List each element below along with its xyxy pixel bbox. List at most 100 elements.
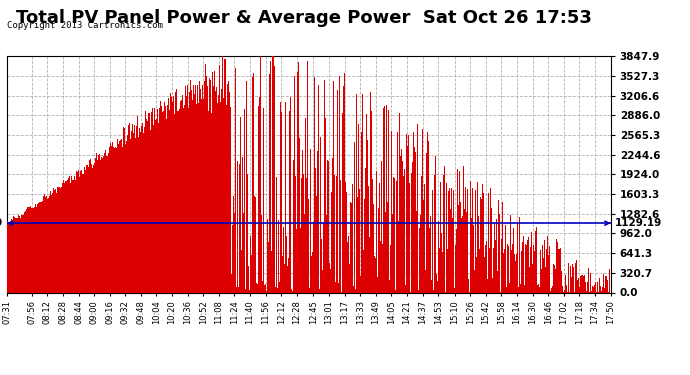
Bar (542, 245, 543, 292)
Bar (233, 196, 234, 292)
Bar (491, 208, 492, 292)
Bar (383, 108, 384, 292)
Bar (213, 91, 215, 292)
Bar (583, 276, 584, 292)
Bar (602, 287, 603, 292)
Bar (28, 207, 29, 292)
Bar (347, 242, 348, 292)
Bar (546, 236, 548, 292)
Bar (112, 142, 113, 292)
Bar (520, 246, 522, 292)
Bar (534, 251, 535, 292)
Bar (246, 174, 248, 292)
Bar (400, 156, 401, 292)
Bar (241, 157, 243, 292)
Bar (181, 100, 182, 292)
Bar (513, 254, 515, 292)
Bar (395, 290, 396, 292)
Bar (80, 171, 81, 292)
Bar (110, 144, 111, 292)
Bar (30, 206, 31, 292)
Bar (200, 88, 201, 292)
Bar (305, 118, 306, 292)
Bar (446, 183, 447, 292)
Bar (295, 176, 296, 292)
Bar (515, 254, 517, 292)
Bar (526, 245, 527, 292)
Bar (344, 73, 345, 292)
Bar (34, 207, 35, 292)
Bar (244, 109, 245, 292)
Bar (55, 189, 56, 292)
Bar (522, 242, 524, 292)
Bar (38, 203, 39, 292)
Bar (56, 193, 57, 292)
Bar (203, 99, 204, 292)
Bar (477, 216, 479, 292)
Bar (158, 123, 159, 292)
Bar (304, 214, 305, 292)
Bar (187, 86, 188, 292)
Bar (194, 94, 195, 292)
Bar (464, 209, 465, 292)
Bar (551, 288, 552, 292)
Bar (496, 219, 497, 292)
Bar (227, 84, 228, 292)
Bar (252, 288, 253, 292)
Bar (457, 169, 458, 292)
Bar (174, 114, 175, 292)
Bar (281, 112, 282, 292)
Bar (273, 56, 274, 292)
Bar (248, 290, 250, 292)
Bar (442, 175, 444, 292)
Bar (69, 176, 70, 292)
Bar (250, 255, 252, 292)
Bar (390, 244, 391, 292)
Bar (127, 135, 128, 292)
Bar (186, 96, 187, 292)
Bar (267, 219, 268, 292)
Bar (188, 108, 189, 292)
Bar (321, 239, 322, 292)
Bar (73, 180, 74, 292)
Bar (431, 280, 432, 292)
Bar (330, 263, 331, 292)
Bar (115, 147, 116, 292)
Text: Copyright 2013 Cartronics.com: Copyright 2013 Cartronics.com (7, 21, 163, 30)
Bar (316, 196, 317, 292)
Bar (409, 183, 411, 292)
Bar (87, 165, 88, 292)
Bar (489, 248, 491, 292)
Bar (175, 92, 177, 292)
Bar (389, 280, 390, 292)
Bar (424, 184, 425, 292)
Bar (387, 202, 388, 292)
Bar (278, 220, 279, 292)
Bar (434, 175, 435, 292)
Bar (447, 249, 448, 292)
Bar (487, 279, 489, 292)
Bar (473, 225, 474, 292)
Bar (275, 287, 276, 292)
Bar (310, 148, 311, 292)
Bar (517, 224, 518, 292)
Bar (484, 257, 486, 292)
Bar (245, 290, 246, 292)
Bar (449, 188, 451, 292)
Bar (271, 251, 272, 292)
Bar (303, 174, 304, 292)
Bar (57, 187, 59, 292)
Bar (482, 183, 484, 292)
Bar (422, 129, 423, 292)
Bar (164, 102, 165, 292)
Bar (285, 102, 286, 292)
Bar (41, 202, 42, 292)
Bar (117, 139, 118, 292)
Bar (142, 123, 144, 292)
Bar (72, 180, 73, 292)
Bar (23, 215, 24, 292)
Bar (122, 147, 123, 292)
Bar (197, 85, 198, 292)
Bar (298, 62, 299, 292)
Bar (385, 212, 386, 292)
